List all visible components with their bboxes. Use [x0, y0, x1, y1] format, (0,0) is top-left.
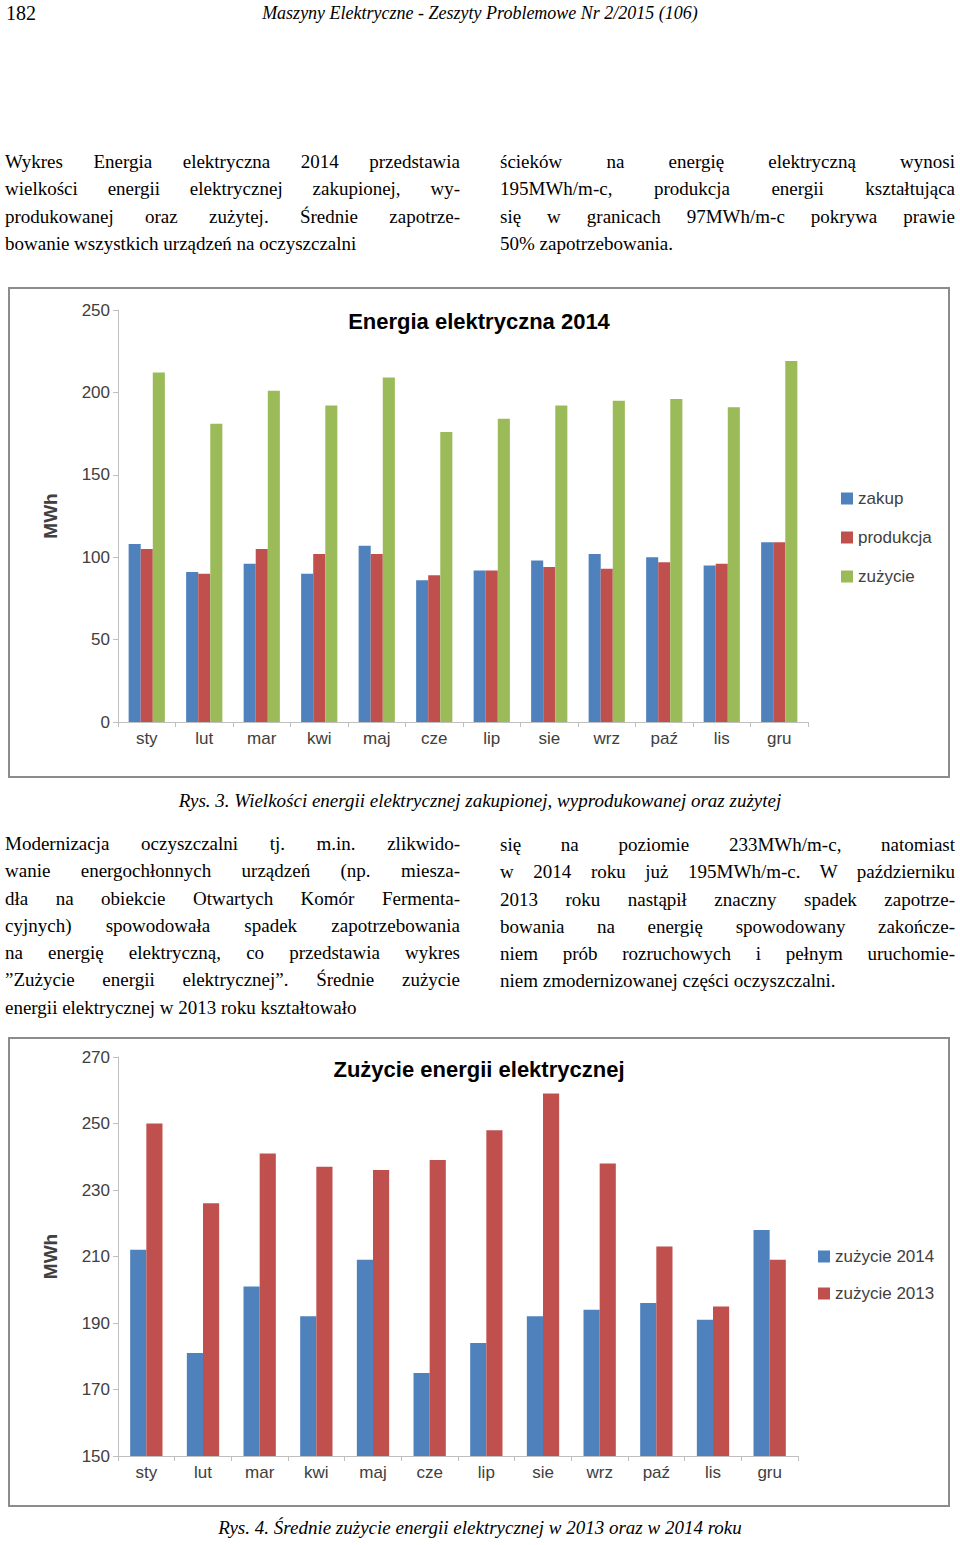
html-text:Maszyny Elektryczne - Zeszyty: Maszyny Elektryczne - Zeszyty Problemowe…: [262, 3, 698, 23]
svg-text:zużycie: zużycie: [858, 567, 915, 586]
svg-text:150: 150: [82, 465, 110, 484]
svg-text:paź: paź: [643, 1463, 670, 1482]
html-text:bowanie wszystkich urządzeń na: bowanie wszystkich urządzeń na oczyszcza…: [5, 232, 357, 254]
html-text:50% zapotrzebowania.: 50% zapotrzebowania.: [500, 232, 673, 254]
svg-text:produkcja: produkcja: [858, 528, 932, 547]
svg-text:50: 50: [91, 630, 110, 649]
svg-text:maj: maj: [363, 729, 390, 748]
html-text:Modernizacja oczyszczalni tj.: Modernizacja oczyszczalni tj. m.in. zlik…: [5, 833, 460, 854]
svg-text:maj: maj: [359, 1463, 386, 1482]
html-text:w 2014 roku już 195MWh/m-c. W: w 2014 roku już 195MWh/m-c. W październi…: [500, 861, 955, 883]
svg-text:cze: cze: [416, 1463, 442, 1482]
html-text:Wykres Energia elektryczna 201: Wykres Energia elektryczna 2014 przedsta…: [5, 151, 460, 172]
html-text:Rys. 4. Średnie zużycie energi: Rys. 4. Średnie zużycie energii elektryc…: [218, 1517, 742, 1538]
svg-text:lip: lip: [478, 1463, 495, 1482]
svg-text:250: 250: [82, 301, 110, 320]
svg-text:wrz: wrz: [593, 729, 620, 748]
html-text:dła na obiekcie Otwartych Komó: dła na obiekcie Otwartych Komór Fermenta…: [5, 887, 460, 909]
svg-text:sty: sty: [136, 729, 158, 748]
svg-text:lut: lut: [195, 729, 213, 748]
html-text:ścieków na energię elektryczną: ścieków na energię elektryczną wynosi: [500, 151, 955, 172]
html-text:niem prób rozruchowych i pełny: niem prób rozruchowych i pełnym uruchomi…: [500, 943, 955, 965]
svg-text:250: 250: [82, 1114, 110, 1133]
svg-text:kwi: kwi: [304, 1463, 329, 1482]
html-text:się na poziomie 233MWh/m-c, na: się na poziomie 233MWh/m-c, natomiast: [500, 834, 955, 855]
html-text:bowania na energię spowodowany: bowania na energię spowodowany zakończe-: [500, 915, 955, 937]
html-text:niem zmodernizowanej części oc: niem zmodernizowanej części oczyszczalni…: [500, 970, 836, 992]
html-text:182: 182: [6, 2, 36, 24]
svg-text:wrz: wrz: [585, 1463, 612, 1482]
svg-text:paź: paź: [651, 729, 678, 748]
svg-text:cze: cze: [421, 729, 447, 748]
svg-text:zużycie 2013: zużycie 2013: [835, 1284, 934, 1303]
html-text:produkowanej oraz zużytej. Śre: produkowanej oraz zużytej. Średnie zapot…: [5, 205, 460, 227]
html-text:2013 roku nastąpił znaczny spa: 2013 roku nastąpił znaczny spadek zapotr…: [500, 888, 955, 910]
svg-text:100: 100: [82, 548, 110, 567]
svg-text:gru: gru: [767, 729, 792, 748]
svg-text:Energia elektryczna 2014: Energia elektryczna 2014: [348, 309, 610, 334]
svg-text:0: 0: [101, 713, 110, 732]
svg-text:MWh: MWh: [40, 1234, 61, 1279]
svg-text:lis: lis: [714, 729, 730, 748]
svg-text:270: 270: [82, 1048, 110, 1067]
svg-text:230: 230: [82, 1181, 110, 1200]
svg-text:mar: mar: [247, 729, 277, 748]
html-text:energii elektrycznej w 2013 ro: energii elektrycznej w 2013 roku kształt…: [5, 996, 357, 1018]
html-text:195MWh/m-c, produkcja energii: 195MWh/m-c, produkcja energii kształtują…: [500, 178, 955, 200]
svg-text:lut: lut: [194, 1463, 212, 1482]
html-text:na energię elektryczną, co prz: na energię elektryczną, co przedstawia w…: [5, 942, 460, 964]
svg-text:sty: sty: [135, 1463, 157, 1482]
svg-text:190: 190: [82, 1314, 110, 1333]
svg-text:sie: sie: [538, 729, 560, 748]
svg-text:lip: lip: [483, 729, 500, 748]
html-text:”Zużycie energii elektrycznej”: ”Zużycie energii elektrycznej”. Średnie …: [5, 969, 460, 991]
svg-text:sie: sie: [532, 1463, 554, 1482]
svg-text:mar: mar: [245, 1463, 275, 1482]
svg-text:zakup: zakup: [858, 489, 903, 508]
html-text:wielkości energii elektrycznej: wielkości energii elektrycznej zakupione…: [5, 178, 460, 200]
svg-text:200: 200: [82, 383, 110, 402]
html-text:się w granicach 97MWh/m-c pokr: się w granicach 97MWh/m-c pokrywa prawie: [500, 205, 955, 227]
svg-text:Zużycie energii elektrycznej: Zużycie energii elektrycznej: [333, 1057, 624, 1082]
svg-text:lis: lis: [705, 1463, 721, 1482]
html-text:cyjnych) spowodowała spadek za: cyjnych) spowodowała spadek zapotrzebowa…: [5, 914, 460, 936]
svg-text:kwi: kwi: [307, 729, 332, 748]
svg-text:210: 210: [82, 1247, 110, 1266]
svg-text:170: 170: [82, 1380, 110, 1399]
svg-text:150: 150: [82, 1447, 110, 1466]
html-text:Rys. 3. Wielkości energii elek: Rys. 3. Wielkości energii elektrycznej z…: [178, 790, 782, 811]
html-text:wanie energochłonnych urządzeń: wanie energochłonnych urządzeń (np. mies…: [5, 860, 460, 882]
svg-text:gru: gru: [757, 1463, 782, 1482]
svg-text:MWh: MWh: [40, 493, 61, 538]
svg-text:zużycie 2014: zużycie 2014: [835, 1247, 934, 1266]
